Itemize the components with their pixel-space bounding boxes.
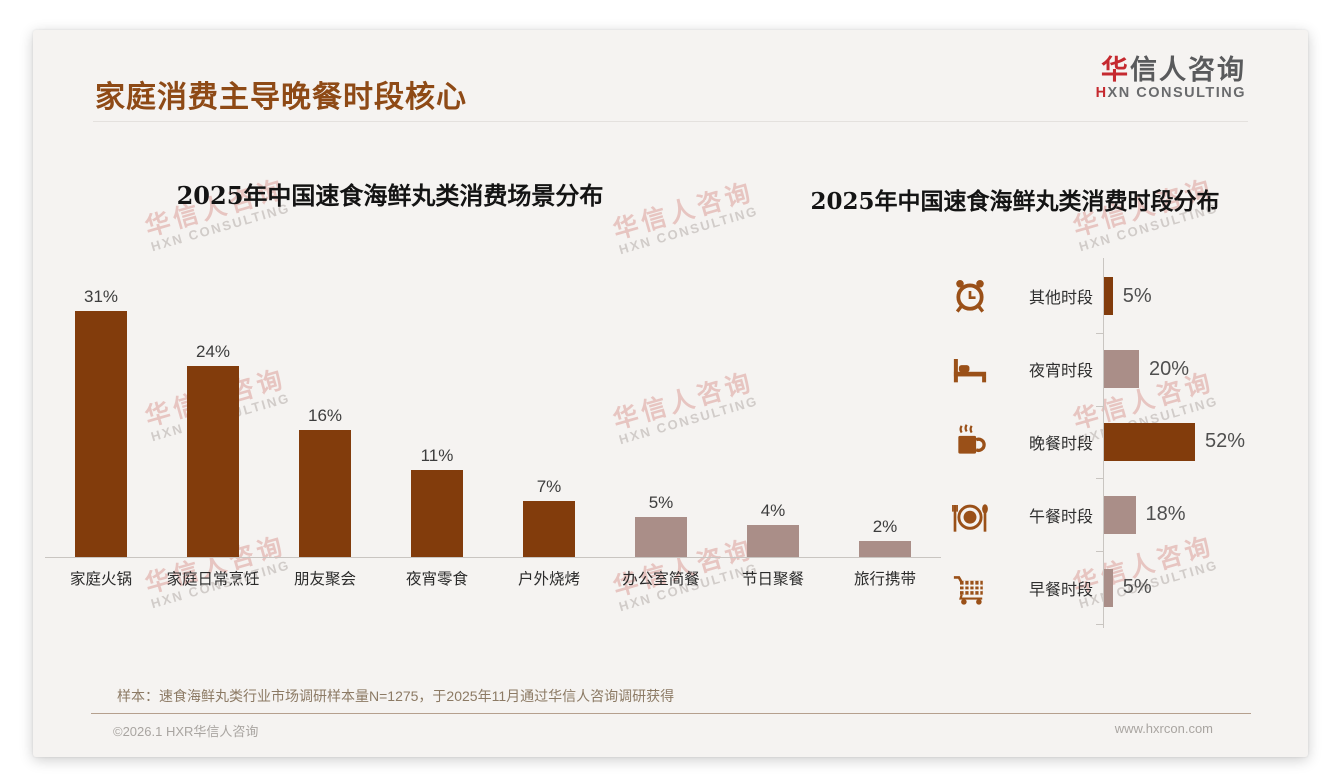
bar-category-label: 夜宵零食 (405, 571, 468, 588)
axis-tick (1096, 332, 1104, 334)
header-divider (93, 121, 1248, 122)
time-value-label: 5% (1122, 576, 1152, 599)
time-chart-title: 2025年中国速食海鲜丸类消费时段分布 (810, 188, 1220, 215)
bar (75, 310, 127, 557)
scene-distribution-chart: 31% 24% 16% 11% 7% 5% 4% 2% 家庭火锅 家庭日常烹饪 朋友聚会 夜宵零食 户… (45, 270, 941, 589)
bar-category-label: 家庭火锅 (69, 571, 132, 588)
slide-card: 华信人咨询 HXN CONSULTING 华信人咨询 HXN CONSULTING … (33, 30, 1308, 757)
time-row: 早餐时段 5% (928, 551, 1308, 624)
bar (523, 501, 575, 557)
time-label: 其他时段 (1028, 290, 1093, 308)
bar (187, 366, 239, 557)
time-row: 其他时段 5% (928, 260, 1308, 333)
axis-tick (1096, 405, 1104, 407)
time-row: 午餐时段 18% (928, 478, 1308, 551)
bar-category-label: 办公室简餐 (622, 571, 700, 588)
bar (411, 469, 463, 557)
bar-category-label: 户外烧烤 (517, 571, 580, 588)
bar-value-label: 2% (872, 517, 898, 537)
time-label: 晚餐时段 (1028, 435, 1093, 453)
shopping-cart-icon (950, 568, 990, 608)
company-logo: 华信人咨询 HXN CONSULTING (1095, 55, 1246, 102)
footer-divider (91, 713, 1251, 714)
scene-bars: 31% 24% 16% 11% 7% 5% 4% 2% (45, 270, 941, 557)
time-row: 晚餐时段 52% (928, 406, 1308, 479)
time-value-label: 18% (1145, 503, 1186, 526)
time-label: 早餐时段 (1028, 581, 1093, 599)
copyright-text: ©2026.1 HXR华信人咨询 (113, 724, 259, 739)
bar-value-label: 31% (83, 286, 119, 306)
bar (859, 541, 911, 557)
bar-column: 7% (493, 477, 605, 557)
scene-chart-title: 2025年中国速食海鲜丸类消费场景分布 (176, 181, 604, 210)
bar-column: 31% (45, 287, 157, 557)
bed-icon (950, 349, 990, 389)
time-value-label: 20% (1149, 357, 1190, 380)
bar-column: 2% (829, 517, 941, 557)
bar (299, 429, 351, 557)
logo-english-text: HXN CONSULTING (1095, 84, 1246, 101)
plate-cutlery-icon (950, 495, 990, 535)
time-bar (1104, 422, 1195, 461)
time-label: 夜宵时段 (1028, 363, 1093, 381)
bar-column: 11% (381, 446, 493, 557)
bar-value-label: 7% (536, 477, 562, 497)
bar-category-label: 家庭日常烹饪 (166, 571, 260, 588)
bar-value-label: 11% (420, 445, 454, 465)
bar (635, 517, 687, 557)
bar-category-label: 朋友聚会 (293, 571, 356, 588)
time-value-label: 52% (1205, 430, 1246, 453)
coffee-cup-icon (950, 422, 990, 462)
time-bar (1104, 277, 1113, 316)
bar-category-label: 节日聚餐 (741, 571, 804, 588)
logo-chinese-text: 华信人咨询 (1101, 55, 1246, 85)
time-value-label: 5% (1122, 284, 1152, 307)
axis-tick (1096, 478, 1104, 480)
bar-value-label: 4% (760, 501, 786, 521)
bar-column: 24% (157, 342, 269, 557)
time-bar (1104, 568, 1113, 607)
bar-value-label: 16% (307, 405, 343, 425)
time-row: 夜宵时段 20% (928, 333, 1308, 406)
axis-tick (1096, 624, 1104, 625)
bar (747, 525, 799, 557)
scene-x-axis (45, 557, 941, 558)
website-url: www.hxrcon.com (1114, 721, 1213, 736)
axis-tick (1096, 551, 1104, 553)
bar-column: 5% (605, 493, 717, 557)
time-distribution-chart: 其他时段 5% 夜宵时段 20% 晚餐时段 52% 午餐时段 18% 早餐时段 5% (928, 258, 1308, 628)
alarm-clock-icon (950, 276, 990, 316)
page-title: 家庭消费主导晚餐时段核心 (95, 81, 467, 114)
bar-column: 16% (269, 406, 381, 557)
time-label: 午餐时段 (1028, 508, 1093, 526)
time-bar (1104, 495, 1136, 534)
time-bar (1104, 350, 1139, 389)
bar-value-label: 24% (195, 342, 231, 362)
bar-value-label: 5% (648, 493, 674, 513)
bar-category-label: 旅行携带 (853, 571, 916, 588)
bar-column: 4% (717, 501, 829, 557)
sample-note: 样本：速食海鲜丸类行业市场调研样本量N=1275，于2025年11月通过华信人咨… (117, 688, 675, 704)
time-y-axis (1103, 258, 1104, 628)
scene-category-labels: 家庭火锅 家庭日常烹饪 朋友聚会 夜宵零食 户外烧烤 办公室简餐 节日聚餐 旅行携带 (45, 567, 941, 589)
